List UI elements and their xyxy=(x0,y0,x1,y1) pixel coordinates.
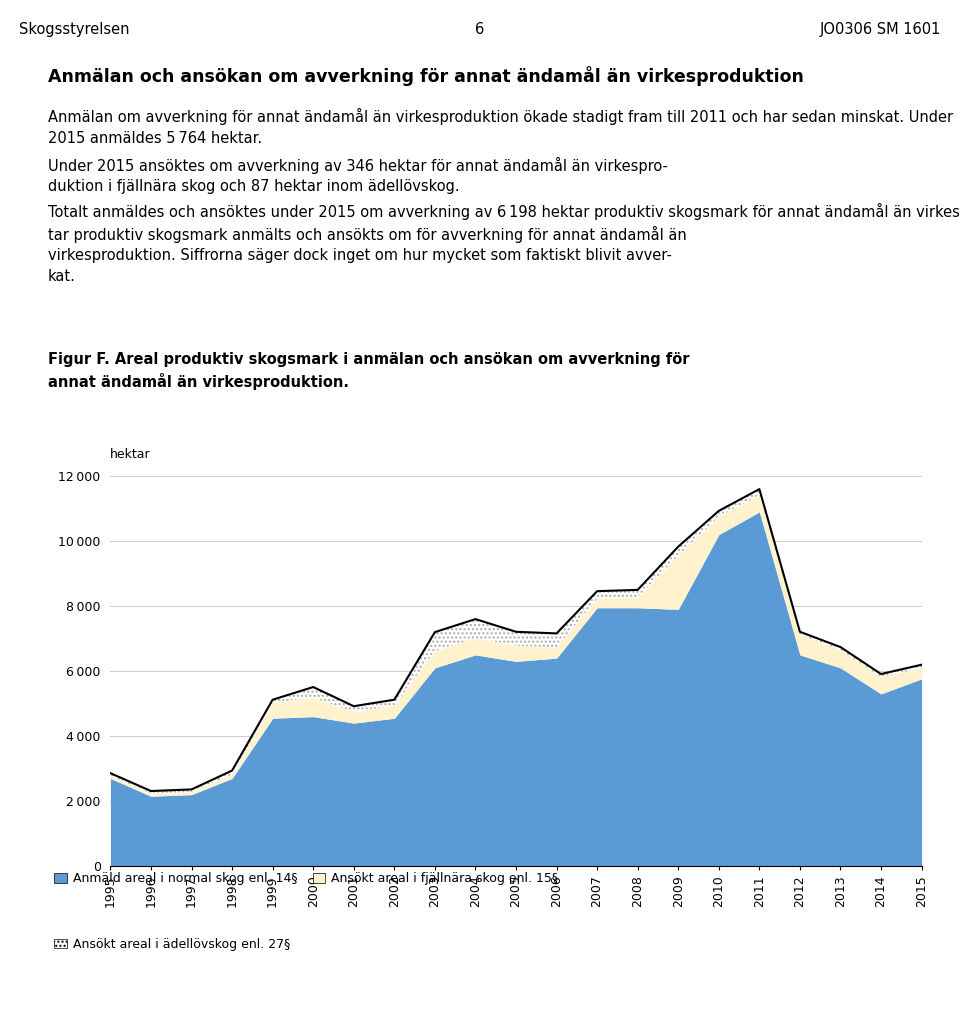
Text: JO0306 SM 1601: JO0306 SM 1601 xyxy=(820,22,941,37)
Legend: Ansökt areal i ädellövskog enl. 27§: Ansökt areal i ädellövskog enl. 27§ xyxy=(55,938,290,951)
Text: Skogsstyrelsen: Skogsstyrelsen xyxy=(19,22,130,37)
Text: Anmälan om avverkning för annat ändamål än virkesproduktion ökade stadigt fram t: Anmälan om avverkning för annat ändamål … xyxy=(48,108,953,146)
Text: 6: 6 xyxy=(475,22,485,37)
Text: Totalt anmäldes och ansöktes under 2015 om avverkning av 6 198 hektar produktiv : Totalt anmäldes och ansöktes under 2015 … xyxy=(48,203,960,284)
Text: Figur F. Areal produktiv skogsmark i anmälan och ansökan om avverkning för
annat: Figur F. Areal produktiv skogsmark i anm… xyxy=(48,352,689,390)
Text: Under 2015 ansöktes om avverkning av 346 hektar för annat ändamål än virkespro-
: Under 2015 ansöktes om avverkning av 346… xyxy=(48,157,668,194)
Text: Anmälan och ansökan om avverkning för annat ändamål än virkesproduktion: Anmälan och ansökan om avverkning för an… xyxy=(48,66,804,86)
Text: hektar: hektar xyxy=(109,448,150,461)
